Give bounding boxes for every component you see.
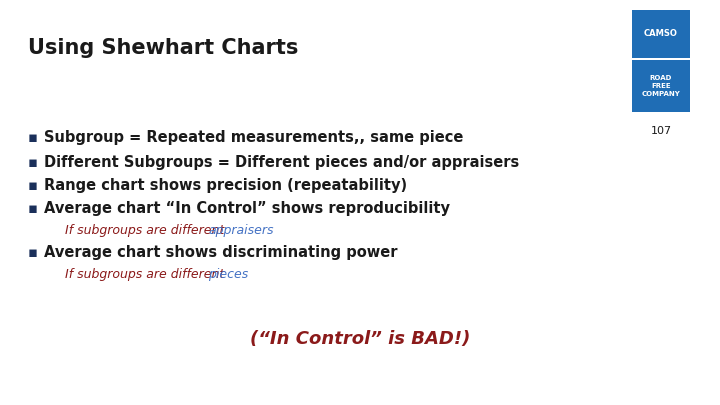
Text: ▪: ▪ — [28, 130, 38, 145]
Text: Subgroup = Repeated measurements,, same piece: Subgroup = Repeated measurements,, same … — [44, 130, 464, 145]
Text: ▪: ▪ — [28, 201, 38, 216]
Text: ▪: ▪ — [28, 155, 38, 170]
Text: ▪: ▪ — [28, 178, 38, 193]
Text: If subgroups are different: If subgroups are different — [65, 268, 228, 281]
Text: Using Shewhart Charts: Using Shewhart Charts — [28, 38, 298, 58]
Text: ROAD
FREE
COMPANY: ROAD FREE COMPANY — [642, 75, 680, 97]
Text: 107: 107 — [650, 126, 672, 136]
Text: appraisers: appraisers — [208, 224, 274, 237]
Text: CAMSO: CAMSO — [644, 30, 678, 38]
Text: (“In Control” is BAD!): (“In Control” is BAD!) — [250, 330, 470, 348]
FancyBboxPatch shape — [632, 10, 690, 58]
Text: Range chart shows precision (repeatability): Range chart shows precision (repeatabili… — [44, 178, 407, 193]
FancyBboxPatch shape — [632, 60, 690, 112]
Text: Average chart “In Control” shows reproducibility: Average chart “In Control” shows reprodu… — [44, 201, 450, 216]
Text: ▪: ▪ — [28, 245, 38, 260]
Text: Average chart shows discriminating power: Average chart shows discriminating power — [44, 245, 397, 260]
Text: If subgroups are different: If subgroups are different — [65, 224, 228, 237]
Text: pieces: pieces — [208, 268, 248, 281]
Text: Different Subgroups = Different pieces and/or appraisers: Different Subgroups = Different pieces a… — [44, 155, 519, 170]
